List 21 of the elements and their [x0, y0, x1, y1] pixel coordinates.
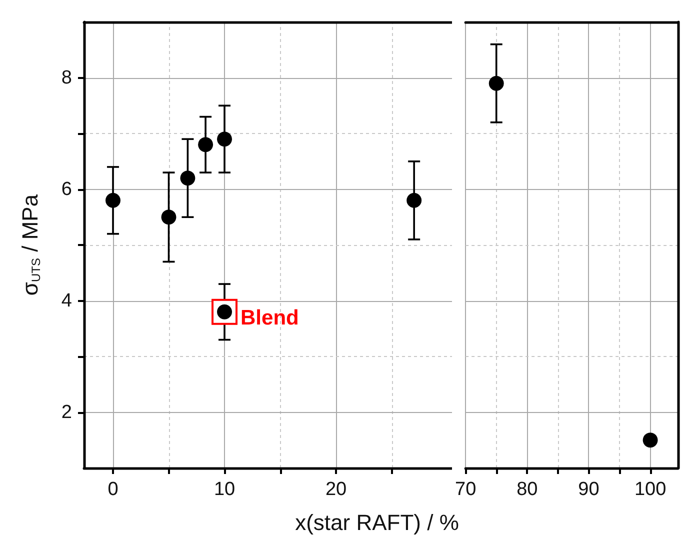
point [198, 137, 214, 152]
x-tick-label: 20 [325, 479, 347, 500]
x-tick-label: 0 [108, 479, 118, 500]
x-tick-label: 80 [516, 479, 538, 500]
y-axis-title: σUTS / MPa [18, 194, 43, 296]
point [106, 192, 120, 208]
point [212, 298, 238, 325]
point [217, 132, 232, 147]
x-tick-label: 100 [634, 479, 666, 500]
y-tick-label: 2 [61, 402, 72, 423]
x-tick-label: 70 [454, 479, 476, 500]
series-label: Blend [240, 306, 299, 330]
y-tick-label: 6 [61, 178, 72, 200]
point [180, 170, 196, 186]
x-tick-label: 10 [214, 479, 236, 500]
x-axis-title: x(star RAFT) / % [294, 510, 460, 536]
point [161, 210, 176, 225]
y-tick-label: 4 [61, 290, 72, 312]
point [406, 192, 422, 208]
x-tick-label: 90 [578, 479, 600, 500]
y-tick-label: 8 [61, 67, 72, 88]
